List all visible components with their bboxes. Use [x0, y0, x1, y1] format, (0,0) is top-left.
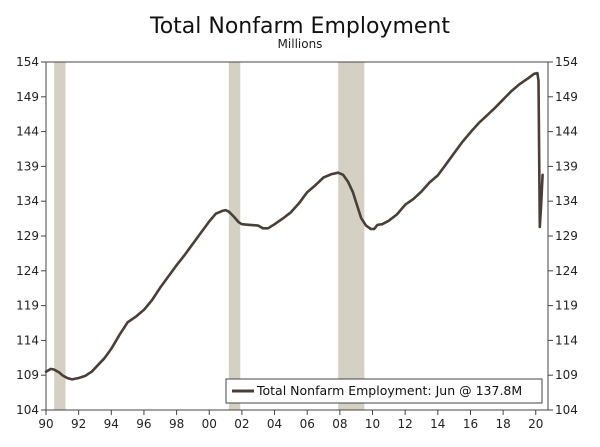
x-tick-label: 02	[234, 417, 249, 431]
y-tick-label-right: 114	[555, 333, 578, 347]
y-tick-label-left: 124	[16, 264, 39, 278]
x-tick-label: 10	[365, 417, 380, 431]
y-tick-label-right: 104	[555, 403, 578, 417]
series-layer	[44, 71, 544, 381]
y-tick-label-left: 109	[16, 368, 39, 382]
x-axis: 90 92 94 96 98 00 02 04 06 08 10 12 14 16 18 20	[38, 410, 543, 431]
legend: Total Nonfarm Employment: Jun @ 137.8M	[225, 378, 543, 404]
x-tick-label: 98	[169, 417, 184, 431]
y-tick-label-right: 109	[555, 368, 578, 382]
recession-bar-1	[228, 62, 241, 410]
x-tick-label: 08	[332, 417, 347, 431]
x-tick-label: 90	[38, 417, 53, 431]
x-tick-label: 12	[398, 417, 413, 431]
y-tick-label-left: 154	[16, 55, 39, 69]
recession-bar-2	[338, 62, 365, 410]
y-axis: 104 104 109 109 114 114 119 119 124 124 129 129 134 1…	[16, 55, 578, 417]
x-tick-label: 00	[202, 417, 217, 431]
y-tick-label-right: 124	[555, 264, 578, 278]
x-tick-label: 92	[71, 417, 86, 431]
y-tick-label-left: 119	[16, 299, 39, 313]
y-tick-label-right: 134	[555, 194, 578, 208]
x-tick-label: 96	[136, 417, 151, 431]
chart-title: Total Nonfarm Employment	[149, 14, 450, 39]
y-tick-label-left: 139	[16, 159, 39, 173]
x-tick-label: 06	[300, 417, 315, 431]
x-tick-label: 94	[104, 417, 119, 431]
y-tick-label-left: 134	[16, 194, 39, 208]
x-tick-label: 14	[430, 417, 445, 431]
x-tick-label: 16	[463, 417, 478, 431]
recession-bar-0	[54, 62, 66, 410]
legend-box	[225, 378, 543, 404]
x-tick-label: 18	[495, 417, 510, 431]
y-tick-label-left: 144	[16, 125, 39, 139]
y-tick-label-left: 114	[16, 333, 39, 347]
y-tick-label-right: 154	[555, 55, 578, 69]
y-tick-label-left: 104	[16, 403, 39, 417]
y-tick-label-left: 129	[16, 229, 39, 243]
y-tick-label-right: 139	[555, 159, 578, 173]
y-tick-label-right: 119	[555, 299, 578, 313]
y-tick-label-right: 129	[555, 229, 578, 243]
chart-subtitle: Millions	[278, 37, 323, 51]
y-tick-label-right: 144	[555, 125, 578, 139]
legend-label: Total Nonfarm Employment: Jun @ 137.8M	[256, 383, 522, 398]
series-line-0	[44, 71, 544, 381]
x-tick-label: 04	[267, 417, 282, 431]
y-tick-label-right: 149	[555, 90, 578, 104]
plot-frame	[45, 61, 549, 411]
recession-shading	[54, 62, 365, 410]
y-tick-label-left: 149	[16, 90, 39, 104]
x-tick-label: 20	[528, 417, 543, 431]
